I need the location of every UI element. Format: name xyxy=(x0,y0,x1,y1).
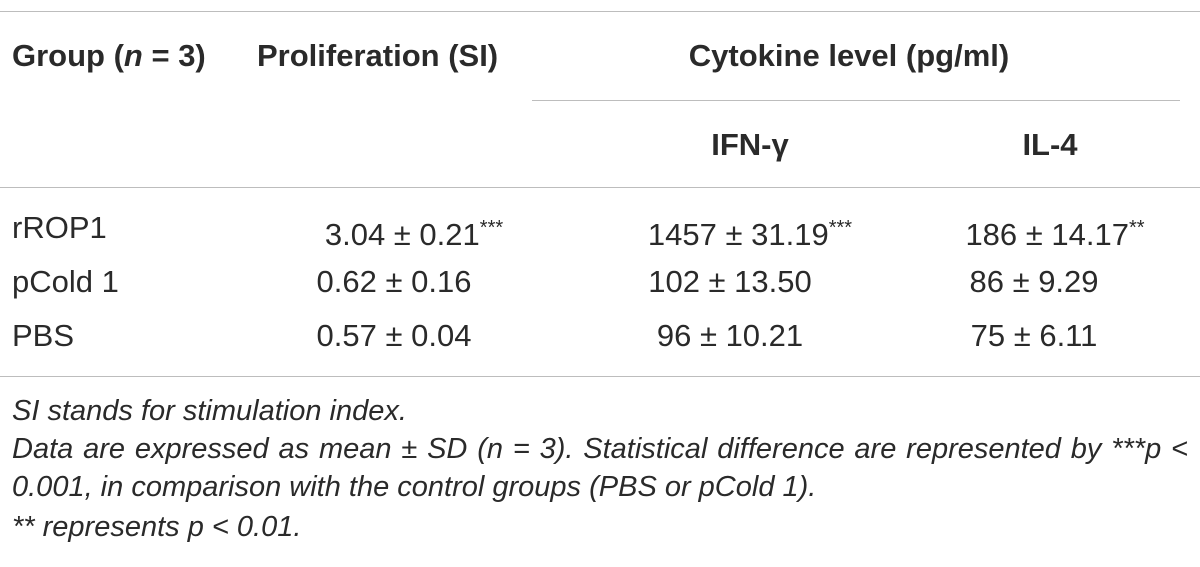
significance-marker: *** xyxy=(828,217,853,239)
cytokine-span-rule xyxy=(532,100,1180,101)
row-group-label: pCold 1 xyxy=(12,264,119,299)
row-proliferation-value: 0.62 ± 0.16 xyxy=(316,264,472,299)
footnote-statistics: Data are expressed as mean ± SD (n = 3).… xyxy=(12,433,1188,503)
row-proliferation-value: 0.57 ± 0.04 xyxy=(316,318,472,353)
row-ifn-value: 1457 ± 31.19*** xyxy=(647,217,853,252)
header-group-n: n xyxy=(123,38,143,73)
footnote-si-definition: SI stands for stimulation index. xyxy=(12,395,407,427)
header-group: Group (n = 3) xyxy=(12,38,206,73)
row-il4-value: 86 ± 9.29 xyxy=(969,264,1099,299)
header-ifn-gamma: IFN-γ xyxy=(711,127,789,162)
header-il4: IL-4 xyxy=(1022,127,1078,162)
row-ifn-value: 102 ± 13.50 xyxy=(648,264,812,299)
table-top-rule xyxy=(0,11,1200,12)
row-ifn-value: 96 ± 10.21 xyxy=(656,318,804,353)
row-il4-value: 75 ± 6.11 xyxy=(970,318,1098,353)
row-il4-value: 186 ± 14.17** xyxy=(965,217,1145,252)
header-bottom-rule xyxy=(0,187,1200,188)
row-proliferation-value: 3.04 ± 0.21*** xyxy=(324,217,504,252)
significance-marker: ** xyxy=(1128,217,1145,239)
header-proliferation: Proliferation (SI) xyxy=(257,38,499,73)
header-cytokine-level: Cytokine level (pg/ml) xyxy=(688,38,1010,73)
row-group-label: PBS xyxy=(12,318,75,353)
row-group-label: rROP1 xyxy=(12,210,107,245)
footnote-significance-key: ** represents p < 0.01. xyxy=(12,511,302,543)
table-bottom-rule xyxy=(0,376,1200,377)
significance-marker: *** xyxy=(479,217,504,239)
